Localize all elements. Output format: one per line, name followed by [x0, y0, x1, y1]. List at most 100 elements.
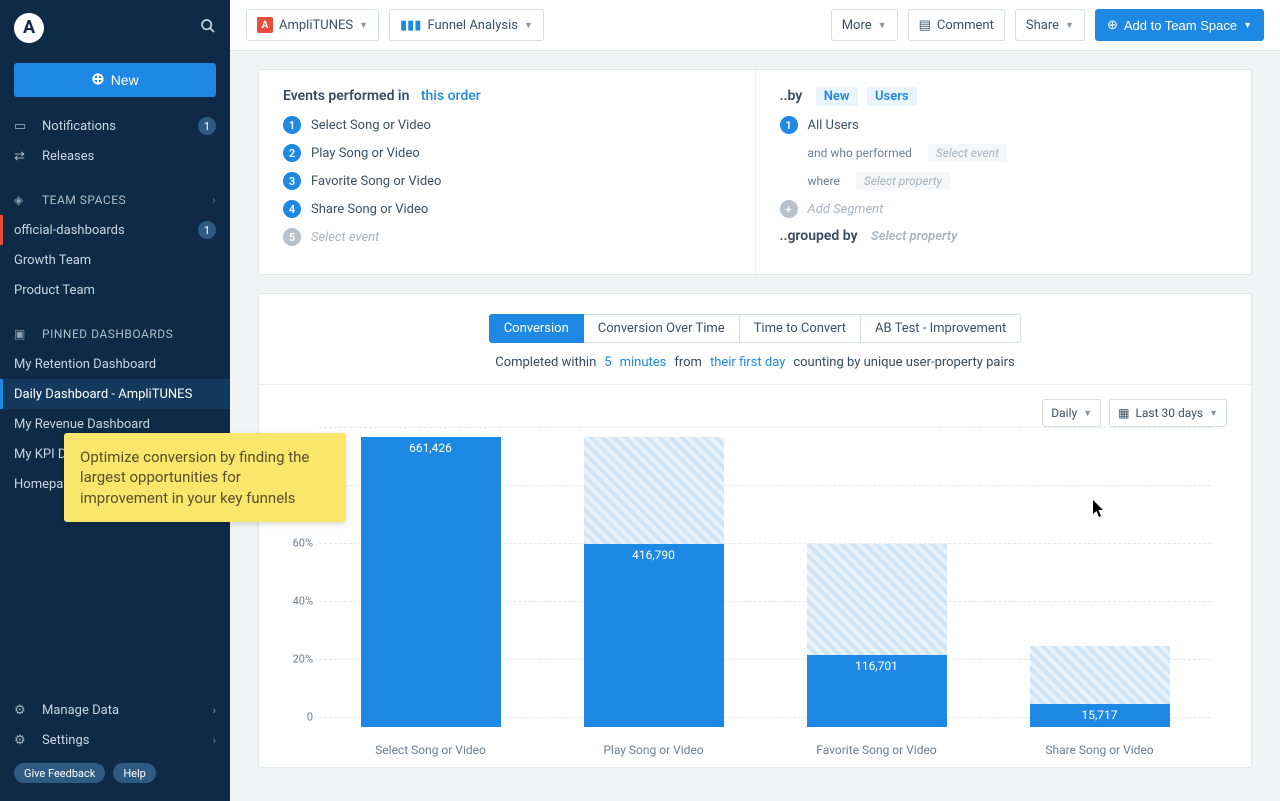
- x-axis-label: Favorite Song or Video: [765, 743, 988, 757]
- funnel-bar[interactable]: 15,717: [1030, 437, 1170, 727]
- tab-conversion[interactable]: Conversion: [489, 314, 584, 343]
- event-step-4[interactable]: 4 Share Song or Video: [283, 200, 731, 218]
- event-step-add[interactable]: 5 Select event: [283, 228, 731, 246]
- segment-1[interactable]: 1 All Users: [780, 116, 1228, 134]
- tab-time-to-convert[interactable]: Time to Convert: [740, 314, 861, 343]
- step-number: 2: [283, 144, 301, 162]
- hint-tooltip: Optimize conversion by finding the large…: [64, 433, 346, 522]
- bar-converted: [361, 437, 501, 727]
- plus-icon: ⊕: [91, 72, 104, 88]
- y-axis-tick: 40%: [293, 595, 313, 608]
- tag-users[interactable]: Users: [867, 87, 917, 106]
- granularity-select[interactable]: Daily ▼: [1042, 399, 1101, 427]
- step-number: 4: [283, 200, 301, 218]
- sidebar-item-settings[interactable]: ⚙ Settings ›: [0, 725, 230, 755]
- bar-value-label: 416,790: [584, 548, 724, 562]
- within-unit[interactable]: minutes: [620, 355, 667, 370]
- by-label: ..by: [780, 88, 803, 104]
- tab-conversion-over-time[interactable]: Conversion Over Time: [584, 314, 740, 343]
- sidebar-item-growth-team[interactable]: Growth Team: [0, 245, 230, 275]
- step-label: Share Song or Video: [311, 202, 428, 217]
- chevron-down-icon: ▼: [1243, 20, 1252, 30]
- sidebar-item-label: Notifications: [42, 119, 116, 134]
- sidebar: A ⊕ New ▭ Notifications 1 ⇄ Releases ◈ T…: [0, 0, 230, 801]
- events-label: Events performed in: [283, 88, 409, 104]
- sidebar-item-manage-data[interactable]: ⚙ Manage Data ›: [0, 695, 230, 725]
- plus-icon: +: [780, 200, 798, 218]
- spaces-icon: ◈: [14, 193, 32, 207]
- chevron-down-icon: ▼: [359, 20, 368, 31]
- events-section: Events performed in this order 1 Select …: [259, 70, 756, 274]
- app-selector[interactable]: A AmpliTUNES ▼: [246, 9, 379, 41]
- counting-label: counting by unique user-property pairs: [793, 355, 1014, 370]
- grouped-by-label: ..grouped by: [780, 228, 858, 244]
- sidebar-item-notifications[interactable]: ▭ Notifications 1: [0, 111, 230, 141]
- step-label: Favorite Song or Video: [311, 174, 441, 189]
- order-link[interactable]: this order: [421, 88, 481, 104]
- y-axis-tick: 0: [307, 711, 313, 724]
- team-spaces-header[interactable]: ◈ TEAM SPACES ›: [0, 185, 230, 215]
- x-axis: Select Song or VideoPlay Song or VideoFa…: [319, 743, 1211, 757]
- step-placeholder: Select event: [311, 230, 379, 245]
- pin-icon: ▣: [14, 327, 32, 341]
- step-number: 3: [283, 172, 301, 190]
- section-label: TEAM SPACES: [42, 193, 126, 207]
- sidebar-item-retention-dashboard[interactable]: My Retention Dashboard: [0, 349, 230, 379]
- sidebar-item-daily-dashboard[interactable]: Daily Dashboard - AmpliTUNES: [0, 379, 230, 409]
- step-number: 1: [283, 116, 301, 134]
- comment-label: Comment: [937, 18, 994, 33]
- search-icon[interactable]: [200, 18, 216, 38]
- sidebar-item-product-team[interactable]: Product Team: [0, 275, 230, 305]
- give-feedback-button[interactable]: Give Feedback: [14, 763, 105, 783]
- step-number: 5: [283, 228, 301, 246]
- share-button[interactable]: Share ▼: [1015, 9, 1085, 41]
- step-label: Select Song or Video: [311, 118, 431, 133]
- completed-label: Completed within: [495, 355, 596, 370]
- plus-circle-icon: ⊕: [1107, 17, 1118, 33]
- footer-label: Manage Data: [42, 703, 119, 718]
- more-button[interactable]: More ▼: [831, 9, 898, 41]
- app-logo[interactable]: A: [14, 13, 44, 43]
- app-name: AmpliTUNES: [279, 18, 353, 33]
- sidebar-item-label: Growth Team: [14, 253, 91, 268]
- tag-new[interactable]: New: [816, 87, 858, 106]
- from-label: from: [674, 355, 702, 370]
- segment-number: 1: [780, 116, 798, 134]
- date-range-select[interactable]: ▦ Last 30 days ▼: [1109, 399, 1227, 427]
- segment-and-who[interactable]: and who performed Select event: [780, 144, 1228, 162]
- chevron-down-icon: ▼: [524, 20, 533, 31]
- event-step-2[interactable]: 2 Play Song or Video: [283, 144, 731, 162]
- bar-value-label: 661,426: [361, 441, 501, 455]
- footer-label: Settings: [42, 733, 89, 748]
- from-when[interactable]: their first day: [710, 355, 785, 370]
- segment-section: ..by New Users 1 All Users and who perfo…: [756, 70, 1252, 274]
- sidebar-item-releases[interactable]: ⇄ Releases: [0, 141, 230, 171]
- comment-button[interactable]: ▤ Comment: [908, 9, 1005, 41]
- manage-data-icon: ⚙: [14, 703, 32, 718]
- analysis-selector[interactable]: ▮▮▮ Funnel Analysis ▼: [389, 9, 544, 41]
- chevron-right-icon: ›: [212, 194, 216, 207]
- granularity-label: Daily: [1051, 406, 1077, 420]
- add-to-team-space-button[interactable]: ⊕ Add to Team Space ▼: [1095, 9, 1264, 41]
- bar-value-label: 15,717: [1030, 708, 1170, 722]
- funnel-bar[interactable]: 661,426: [361, 437, 501, 727]
- pinned-dashboards-header[interactable]: ▣ PINNED DASHBOARDS: [0, 319, 230, 349]
- new-button[interactable]: ⊕ New: [14, 63, 216, 97]
- calendar-icon: ▦: [1118, 406, 1129, 420]
- segment-where[interactable]: where Select property: [780, 172, 1228, 190]
- funnel-bar[interactable]: 116,701: [807, 437, 947, 727]
- tab-ab-test[interactable]: AB Test - Improvement: [861, 314, 1021, 343]
- add-segment[interactable]: + Add Segment: [780, 200, 1228, 218]
- funnel-bar[interactable]: 416,790: [584, 437, 724, 727]
- event-step-3[interactable]: 3 Favorite Song or Video: [283, 172, 731, 190]
- chart-panel: Conversion Conversion Over Time Time to …: [258, 293, 1252, 768]
- sidebar-item-official-dashboards[interactable]: official-dashboards 1: [0, 215, 230, 245]
- completed-within-row: Completed within 5 minutes from their fi…: [259, 355, 1251, 370]
- event-step-1[interactable]: 1 Select Song or Video: [283, 116, 731, 134]
- range-label: Last 30 days: [1135, 406, 1203, 420]
- grouped-placeholder[interactable]: Select property: [871, 229, 957, 244]
- within-n[interactable]: 5: [604, 355, 611, 370]
- help-button[interactable]: Help: [113, 763, 156, 783]
- step-label: Play Song or Video: [311, 146, 420, 161]
- new-button-label: New: [111, 72, 139, 88]
